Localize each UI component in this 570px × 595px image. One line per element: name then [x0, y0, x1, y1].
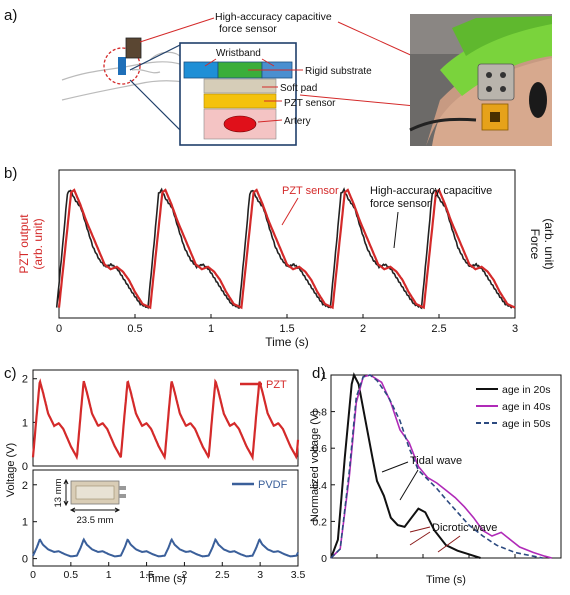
chart-b-x-tick-label: 2.5: [431, 323, 446, 335]
chart-b-force-annotation-line2: force sensor: [370, 198, 431, 210]
zoom-line-bottom: [129, 79, 181, 131]
chart-d-line-1: [330, 372, 481, 559]
chart-b-pzt-annotation-arrow: [281, 197, 299, 226]
chart-b-right-y-label-line1: Force: [528, 229, 542, 260]
chart-b-x-tick-label: 0: [56, 323, 62, 335]
chart-d-y-tick-label: 0: [321, 553, 327, 565]
chart-b-x-tick-label: 2: [360, 323, 366, 335]
panel-label-a: a): [4, 7, 17, 24]
chart-b-left-y-label: PZT output (arb. unit): [17, 214, 45, 274]
chart-b-x-axis: 0 0.5 1 1.5 2 2.5 3: [56, 314, 518, 335]
chart-c-top-y-axis: 0 1 2: [22, 374, 37, 473]
chart-d-y-tick-label: 0.6: [312, 443, 327, 455]
wristband-miniature: [118, 57, 126, 75]
chart-b-x-tick-label: 3: [512, 323, 518, 335]
artery-ellipse: [223, 115, 257, 133]
artery-arrow: [257, 119, 283, 123]
chart-d-frame: [330, 374, 562, 559]
chart-b-series: [55, 187, 516, 310]
callout-title-line2: force sensor: [219, 23, 277, 35]
chart-c-bottom-y-tick-label: 1: [22, 517, 28, 529]
chart-b-line-pzt-sensor: [57, 188, 516, 310]
soft-pad-layer: [203, 78, 277, 94]
capacitive-sensor-miniature: [125, 37, 142, 59]
chart-c-line-pzt: [31, 378, 300, 462]
chart-b-left-y-label-line2: (arb. unit): [31, 218, 45, 269]
chart-c-x-tick-label: 0: [30, 569, 36, 581]
chart-d-legend: age in 20s age in 40s age in 50s: [476, 384, 550, 430]
chart-b-pzt-annotation: PZT sensor: [282, 185, 339, 197]
chart-c-bottom-y-tick-label: 0: [22, 554, 28, 566]
chart-b-x-label: Time (s): [265, 335, 309, 349]
chart-d-dicrotic-annotation: Dicrotic wave: [432, 522, 497, 534]
artery-label: Artery: [284, 116, 311, 127]
chart-b-x-tick-label: 1.5: [279, 323, 294, 335]
chart-c-x-tick-label: 1.5: [139, 569, 154, 581]
rigid-substrate-label: Rigid substrate: [305, 66, 372, 77]
chart-d-dicrotic-arrows: [409, 526, 461, 553]
chart-d-y-tick-label: 1: [321, 370, 327, 382]
chart-b-force-annotation-line1: High-accuracy capacitive: [370, 185, 492, 197]
chart-c-top-frame: [32, 369, 299, 467]
soft-pad-label: Soft pad: [280, 83, 317, 94]
wrist-highlight-circle: [103, 47, 141, 85]
arm-sketch: [61, 51, 186, 101]
chart-d-line-3: [330, 374, 543, 559]
callout-arrow-left: [139, 17, 215, 43]
chart-c-bottom-series: [32, 537, 299, 558]
chart-b-force-annotation-arrow: [393, 211, 399, 249]
chart-c-x-tick-label: 3: [257, 569, 263, 581]
chart-c-x-tick-label: 3.5: [291, 569, 306, 581]
chart-b-x-tick-label: 0.5: [127, 323, 142, 335]
chart-c-bottom-y-axis: 0 1 2: [22, 480, 37, 566]
inset-width-label: 23.5 mm: [77, 515, 114, 526]
chart-b-right-y-label-line2: (arb. unit): [542, 218, 556, 269]
chart-c-top-y-tick-label: 2: [22, 374, 28, 386]
chart-d-legend-label: age in 50s: [502, 418, 550, 430]
chart-c-top-series: [31, 378, 300, 462]
chart-c-top-legend-label: PZT: [266, 379, 287, 391]
chart-c-x-tick-label: 2.5: [215, 569, 230, 581]
chart-c-x-label: Time (s): [146, 573, 186, 585]
chart-c-y-label: Voltage (V): [5, 443, 17, 497]
chart-c-line-pvdf: [32, 537, 299, 558]
panel-label-c: c): [4, 365, 17, 382]
pvdf-sensor-inset: [63, 478, 126, 513]
chart-c-top-y-tick-label: 0: [22, 461, 28, 473]
chart-c-top-y-tick-label: 1: [22, 417, 28, 429]
chart-d-y-tick-label: 0.8: [312, 407, 327, 419]
chart-c-x-axis: 0 0.5 1 1.5 2 2.5 3 3.5: [30, 562, 305, 581]
chart-d-y-tick-label: 0.4: [312, 480, 327, 492]
wristband-label-arrows: [204, 58, 275, 67]
chart-d-y-label: Normalized voltage (V): [309, 410, 321, 522]
chart-d-tidal-annotation: Tidal wave: [410, 455, 462, 467]
chart-c-x-tick-label: 2: [182, 569, 188, 581]
chart-d-tidal-arrows: [381, 461, 419, 501]
chart-c-x-tick-label: 0.5: [64, 569, 79, 581]
wristband-label: Wristband: [216, 48, 261, 59]
chart-c-bottom-frame: [32, 469, 299, 567]
chart-b-left-y-label-line1: PZT output: [17, 214, 31, 274]
chart-d-legend-label: age in 20s: [502, 384, 550, 396]
chart-d-legend-label: age in 40s: [502, 401, 550, 413]
inset-height-label: 13 mm: [53, 478, 64, 507]
chart-d-x-label: Time (s): [426, 574, 466, 586]
panel-label-b: b): [4, 165, 17, 182]
panel-label-d: d): [312, 365, 325, 382]
chart-d-series: [330, 372, 553, 559]
chart-b-x-tick-label: 1: [208, 323, 214, 335]
device-photo: [409, 14, 552, 146]
chart-d-y-tick-label: 0.2: [312, 516, 327, 528]
chart-c-x-tick-label: 1: [106, 569, 112, 581]
chart-d-y-axis: 0 0.2 0.4 0.6 0.8 1: [312, 370, 335, 565]
wristband-left-layer: [183, 61, 219, 79]
chart-b-line-force-sensor: [55, 187, 513, 310]
chart-c-bottom-y-tick-label: 2: [22, 480, 28, 492]
pzt-sensor-label: PZT sensor: [284, 98, 336, 109]
chart-c-bottom-legend-label: PVDF: [258, 479, 288, 491]
chart-b-right-y-label: Force (arb. unit): [528, 218, 556, 269]
callout-title-line1: High-accuracy capacitive: [215, 11, 332, 23]
zoom-line-top: [129, 44, 181, 71]
